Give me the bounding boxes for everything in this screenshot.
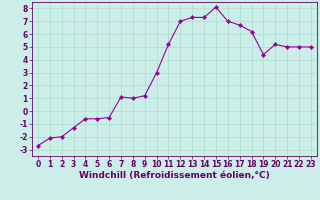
X-axis label: Windchill (Refroidissement éolien,°C): Windchill (Refroidissement éolien,°C) [79, 171, 270, 180]
